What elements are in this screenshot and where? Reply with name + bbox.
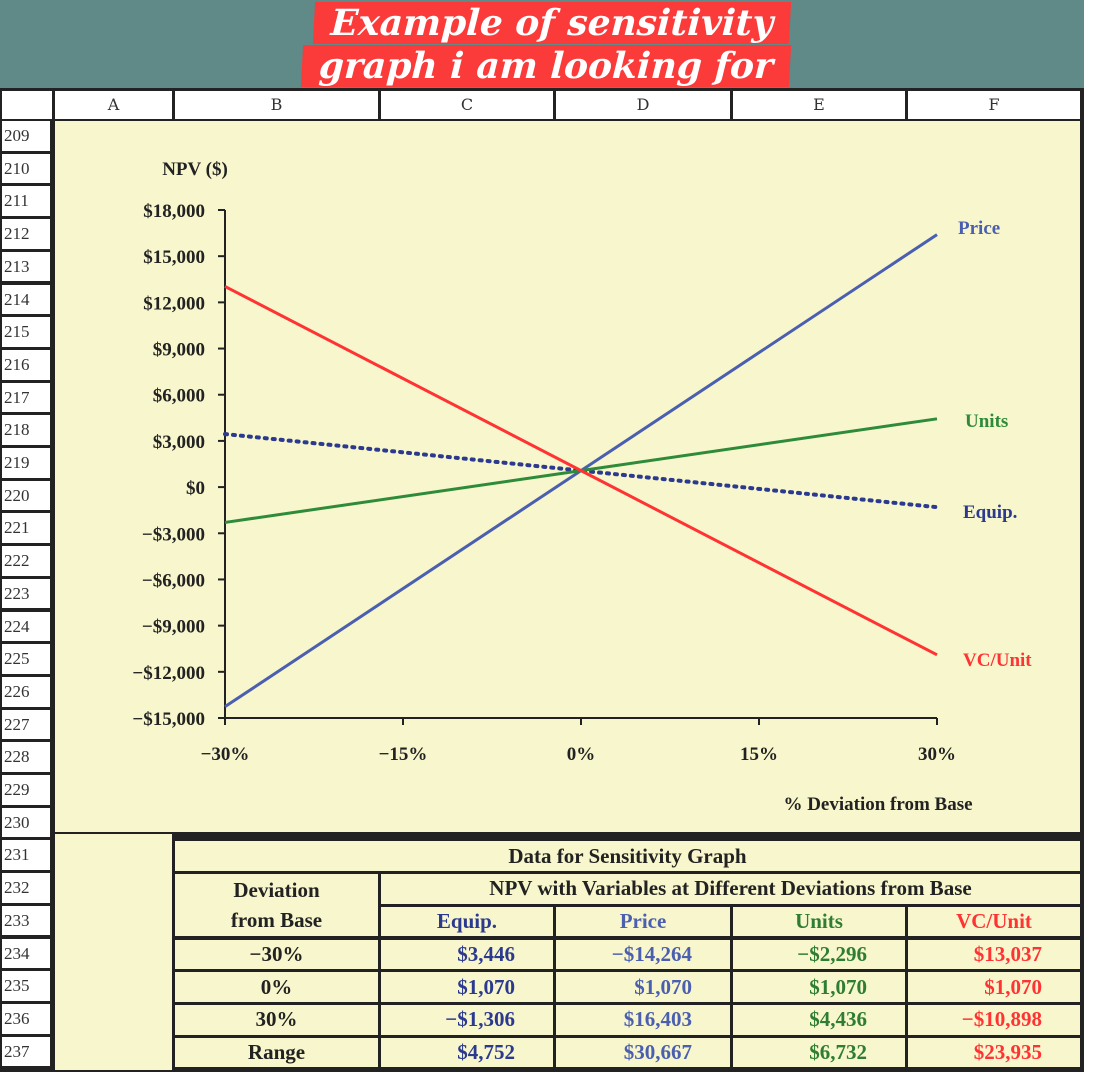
data-cell: −$14,264 bbox=[556, 939, 730, 970]
row-header[interactable]: 220 bbox=[2, 480, 50, 513]
data-cell: −$10,898 bbox=[908, 1004, 1080, 1035]
row-label: 0% bbox=[175, 972, 378, 1002]
row-header[interactable]: 223 bbox=[2, 578, 50, 611]
deviation-header-text: from Base bbox=[230, 908, 323, 933]
column-header-d[interactable]: D bbox=[556, 91, 730, 119]
y-tick-label: $0 bbox=[186, 478, 205, 499]
y-tick-label: $9,000 bbox=[153, 340, 205, 361]
data-cell: $30,667 bbox=[556, 1037, 730, 1068]
data-cell: $4,752 bbox=[381, 1037, 553, 1068]
series-line-equip bbox=[223, 432, 939, 510]
y-tick-label: −$9,000 bbox=[142, 617, 205, 638]
x-tick-label: −30% bbox=[201, 744, 250, 765]
column-header: Equip. bbox=[381, 906, 553, 937]
row-header[interactable]: 228 bbox=[2, 742, 50, 774]
row-header[interactable]: 210 bbox=[2, 153, 50, 186]
y-tick-label: $15,000 bbox=[143, 247, 205, 268]
row-header[interactable]: 219 bbox=[2, 448, 50, 480]
x-axis-label: % Deviation from Base bbox=[783, 794, 972, 815]
table-title: Data for Sensitivity Graph bbox=[175, 841, 1080, 872]
column-header-e[interactable]: E bbox=[733, 91, 905, 119]
column-header-c[interactable]: C bbox=[381, 91, 553, 119]
row-label: −30% bbox=[175, 939, 378, 970]
x-tick-label: −15% bbox=[379, 744, 428, 765]
series-label: Equip. bbox=[963, 502, 1017, 523]
data-cell: $4,436 bbox=[733, 1004, 905, 1035]
deviation-header: Deviation from Base bbox=[175, 874, 378, 937]
row-header[interactable]: 217 bbox=[2, 382, 50, 415]
x-tick-label: 0% bbox=[567, 744, 596, 765]
y-tick-label: $3,000 bbox=[153, 432, 205, 453]
data-cell: −$2,296 bbox=[733, 939, 905, 970]
row-header[interactable]: 213 bbox=[2, 251, 50, 284]
data-cell: $1,070 bbox=[381, 972, 553, 1002]
y-tick-label: −$15,000 bbox=[132, 709, 205, 730]
row-header[interactable]: 230 bbox=[2, 807, 50, 840]
series-label: Price bbox=[958, 218, 1000, 239]
y-axis-label: NPV ($) bbox=[162, 159, 228, 180]
row-header[interactable]: 235 bbox=[2, 971, 50, 1003]
column-header-b[interactable]: B bbox=[175, 91, 378, 119]
series-line-vcunit bbox=[224, 285, 938, 657]
data-cell: $3,446 bbox=[381, 939, 553, 970]
deviation-header-text: Deviation bbox=[233, 878, 320, 903]
banner-line-1: Example of sensitivity bbox=[312, 2, 792, 44]
data-cell: $1,070 bbox=[908, 972, 1080, 1002]
row-header[interactable]: 209 bbox=[2, 121, 50, 153]
row-header[interactable]: 216 bbox=[2, 349, 50, 382]
blank-cell bbox=[55, 834, 172, 1070]
y-tick-label: −$6,000 bbox=[142, 570, 205, 591]
column-header: VC/Unit bbox=[908, 906, 1080, 937]
y-tick-label: −$12,000 bbox=[132, 663, 205, 684]
x-tick-label: 30% bbox=[918, 744, 956, 765]
row-header[interactable]: 237 bbox=[2, 1036, 50, 1069]
x-tick-label: 15% bbox=[740, 744, 778, 765]
npv-header: NPV with Variables at Different Deviatio… bbox=[381, 874, 1080, 904]
data-cell: $1,070 bbox=[556, 972, 730, 1002]
row-header[interactable]: 221 bbox=[2, 513, 50, 546]
data-cell: −$1,306 bbox=[381, 1004, 553, 1035]
row-header[interactable]: 212 bbox=[2, 219, 50, 251]
row-header[interactable]: 211 bbox=[2, 186, 50, 219]
row-header[interactable]: 218 bbox=[2, 415, 50, 447]
data-cell: $23,935 bbox=[908, 1037, 1080, 1068]
data-cell: $13,037 bbox=[908, 939, 1080, 970]
sensitivity-chart: $18,000 $15,000 $12,000 $9,000 $6,000 $3,000 $… bbox=[132, 159, 1032, 815]
y-tick-label: $18,000 bbox=[143, 201, 205, 222]
column-header-a[interactable]: A bbox=[55, 91, 172, 119]
row-header[interactable]: 227 bbox=[2, 709, 50, 742]
row-header[interactable]: 224 bbox=[2, 611, 50, 644]
column-header-f[interactable]: F bbox=[908, 91, 1080, 119]
row-header[interactable]: 222 bbox=[2, 546, 50, 578]
row-label: 30% bbox=[175, 1004, 378, 1035]
select-all-corner[interactable] bbox=[2, 91, 52, 119]
row-label: Range bbox=[175, 1037, 378, 1068]
series-label: Units bbox=[965, 411, 1008, 432]
series-label: VC/Unit bbox=[963, 650, 1032, 671]
row-header[interactable]: 231 bbox=[2, 840, 50, 873]
banner-line-2: graph i am looking for bbox=[300, 45, 792, 87]
row-header[interactable]: 232 bbox=[2, 873, 50, 905]
row-header[interactable]: 225 bbox=[2, 644, 50, 676]
row-header[interactable]: 214 bbox=[2, 284, 50, 317]
row-header[interactable]: 234 bbox=[2, 938, 50, 971]
column-header: Units bbox=[733, 906, 905, 937]
data-cell: $16,403 bbox=[556, 1004, 730, 1035]
y-tick-label: $6,000 bbox=[153, 386, 205, 407]
y-tick-label: −$3,000 bbox=[142, 524, 205, 545]
row-header[interactable]: 236 bbox=[2, 1003, 50, 1036]
row-header[interactable]: 233 bbox=[2, 905, 50, 938]
column-header: Price bbox=[556, 906, 730, 937]
row-header[interactable]: 229 bbox=[2, 775, 50, 807]
row-header[interactable]: 226 bbox=[2, 676, 50, 709]
row-header[interactable]: 215 bbox=[2, 317, 50, 349]
data-cell: $1,070 bbox=[733, 972, 905, 1002]
y-tick-label: $12,000 bbox=[143, 293, 205, 314]
data-cell: $6,732 bbox=[733, 1037, 905, 1068]
